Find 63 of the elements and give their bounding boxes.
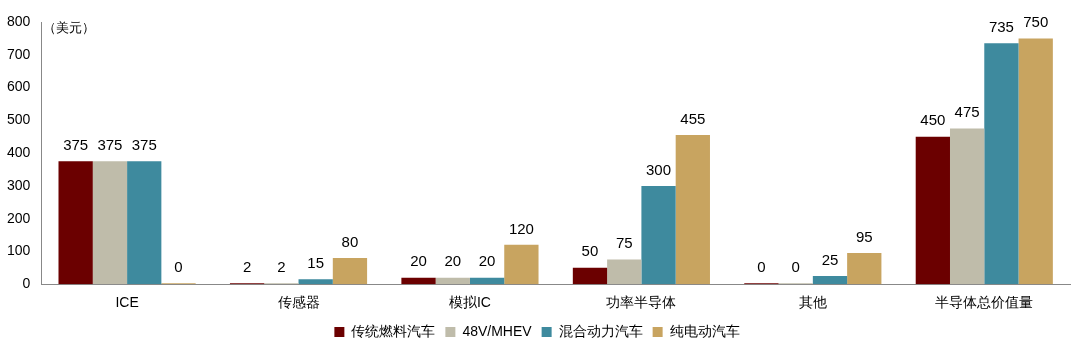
bar [127,161,162,285]
bar [92,161,128,285]
data-label: 750 [1023,13,1049,31]
bar [675,135,710,285]
data-label: 475 [954,103,980,121]
data-label: 0 [791,257,800,275]
data-label: 2 [277,257,286,275]
bar [915,136,950,285]
bar [469,277,505,285]
y-tick-label: 0 [22,275,31,292]
y-tick-label: 700 [7,45,31,62]
x-tick-label: ICE [115,294,139,311]
bar [401,277,436,285]
legend-label: 纯电动汽车 [669,322,740,339]
data-label: 20 [410,252,427,270]
data-label: 0 [174,257,183,275]
y-tick-label: 800 [7,12,31,29]
bar [332,257,368,285]
y-tick-label: 400 [7,143,31,160]
bar [1018,38,1053,285]
bar [847,253,882,285]
data-label: 2 [242,257,252,275]
y-tick-label: 500 [7,111,31,128]
data-label: 375 [63,135,89,153]
data-label: 15 [307,253,325,271]
bar [504,244,539,285]
data-label: 50 [581,242,599,260]
y-tick-label: 600 [7,78,31,95]
bar [58,161,93,285]
y-axis-title: （美元） [43,19,96,35]
data-label: 75 [615,234,633,252]
data-label: 20 [444,252,462,270]
bar [949,128,985,285]
data-label: 455 [680,109,706,127]
y-tick-label: 200 [7,209,31,226]
legend-label: 传统燃料汽车 [351,322,436,339]
bar [435,277,470,285]
data-label: 375 [97,135,123,153]
data-label: 20 [478,252,496,270]
data-label: 95 [855,227,873,245]
data-label: 735 [988,17,1014,35]
x-tick-label: 其他 [798,294,827,311]
data-label: 0 [757,257,766,275]
data-label: 300 [646,160,672,178]
data-label: 375 [131,135,157,153]
x-tick-label: 传感器 [277,294,320,311]
data-label: 120 [508,219,534,237]
data-label: 450 [920,111,946,129]
x-tick-label: 模拟IC [448,294,491,311]
x-tick-label: 功率半导体 [606,294,677,311]
bar [641,185,676,285]
legend-label: 混合动力汽车 [558,322,643,339]
bar [572,267,608,285]
y-tick-label: 300 [7,176,31,193]
legend-label: 48V/MHEV [462,322,533,339]
bar [298,279,333,285]
x-tick-label: 半导体总价值量 [935,294,1034,311]
data-label: 25 [821,250,839,268]
y-tick-label: 100 [7,242,31,259]
data-label: 80 [341,232,359,250]
bar [607,259,642,285]
bar [812,276,848,285]
bar [984,43,1019,285]
